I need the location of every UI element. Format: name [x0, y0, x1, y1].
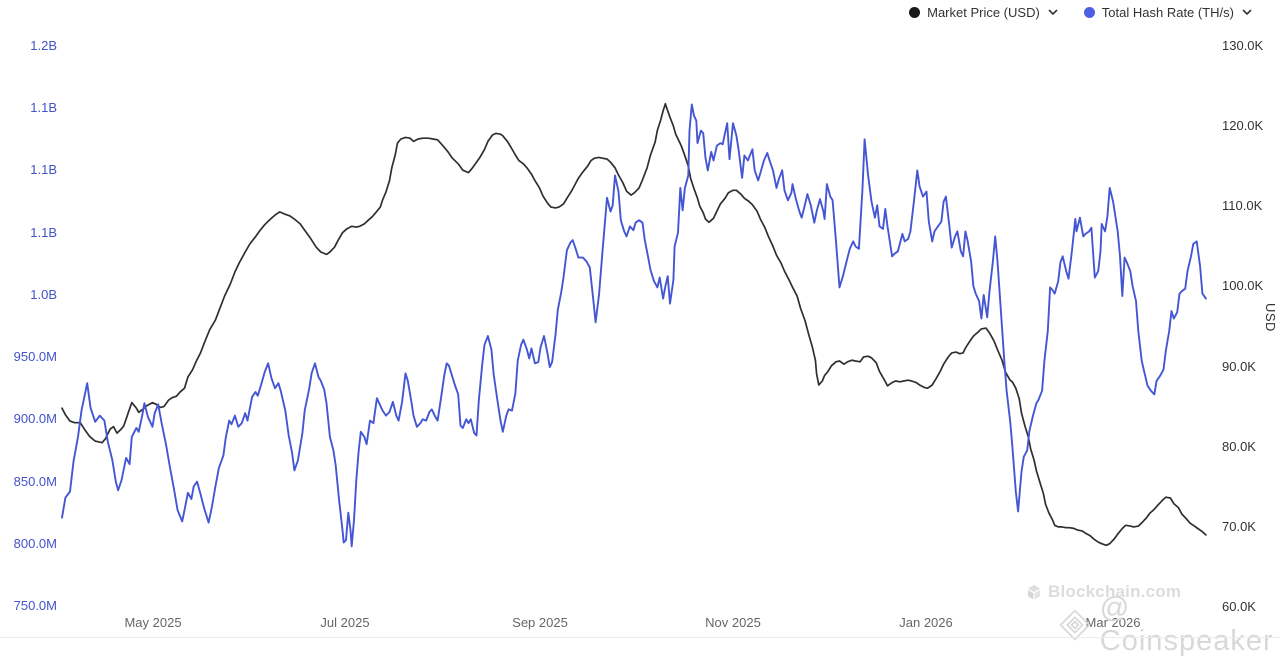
left-axis-tick: 1.1B — [30, 162, 57, 178]
coinspeaker-diamond-icon — [1059, 609, 1091, 641]
market-price-color-dot-icon — [909, 6, 921, 18]
chart-plot[interactable] — [0, 0, 1280, 642]
legend-item-hash-rate[interactable]: Total Hash Rate (TH/s) — [1083, 4, 1252, 20]
coinspeaker-watermark: @ Coinspeaker — [1058, 592, 1280, 658]
left-axis-tick: 950.0M — [13, 349, 57, 365]
left-axis-tick: 1.1B — [30, 100, 57, 116]
right-axis-tick: 100.0K — [1222, 278, 1264, 294]
legend-item-market-price[interactable]: Market Price (USD) — [909, 5, 1058, 20]
left-axis-tick: 1.2B — [30, 38, 57, 53]
x-axis-tick: May 2025 — [124, 615, 182, 630]
left-axis-tick: 850.0M — [13, 473, 57, 489]
hash-rate-color-dot-icon — [1083, 6, 1095, 18]
right-axis-tick: 90.0K — [1222, 358, 1256, 374]
right-axis-title: USD — [1263, 303, 1278, 332]
chevron-down-icon — [1048, 9, 1058, 15]
right-axis-tick: 120.0K — [1222, 118, 1264, 134]
bottom-divider — [0, 637, 1280, 638]
x-axis-tick: Sep 2025 — [512, 615, 568, 630]
left-axis-tick: 800.0M — [13, 535, 57, 551]
left-axis-tick: 900.0M — [13, 411, 57, 427]
x-axis-tick: Jul 2025 — [320, 615, 370, 630]
right-axis-tick: 110.0K — [1222, 198, 1263, 214]
legend: Market Price (USD) Total Hash Rate (TH/s… — [909, 2, 1252, 22]
blockchain-watermark-text: Blockchain.com — [1048, 582, 1182, 601]
market-price-line — [61, 102, 1207, 547]
chevron-down-icon — [1242, 9, 1252, 15]
right-axis-tick: 60.0K — [1222, 599, 1256, 614]
left-axis-tick: 1.1B — [30, 224, 57, 240]
blockchain-watermark: Blockchain.com — [1026, 582, 1181, 602]
blockchain-cube-icon — [1028, 584, 1040, 599]
x-axis-tick: Mar 2026 — [1085, 615, 1141, 630]
x-axis-tick: Nov 2025 — [705, 615, 761, 630]
right-axis-tick: 130.0K — [1222, 38, 1264, 53]
legend-label-hash-rate: Total Hash Rate (TH/s) — [1101, 4, 1234, 20]
coinspeaker-watermark-text: @ Coinspeaker — [1099, 592, 1274, 657]
x-axis-tick: Jan 2026 — [899, 615, 953, 630]
left-axis-tick: 1.0B — [30, 286, 57, 302]
left-axis-tick: 750.0M — [13, 598, 57, 613]
legend-label-market-price: Market Price (USD) — [927, 4, 1040, 20]
hash-rate-line — [61, 103, 1207, 548]
right-axis-tick: 80.0K — [1222, 438, 1256, 454]
right-axis-tick: 70.0K — [1222, 518, 1256, 534]
